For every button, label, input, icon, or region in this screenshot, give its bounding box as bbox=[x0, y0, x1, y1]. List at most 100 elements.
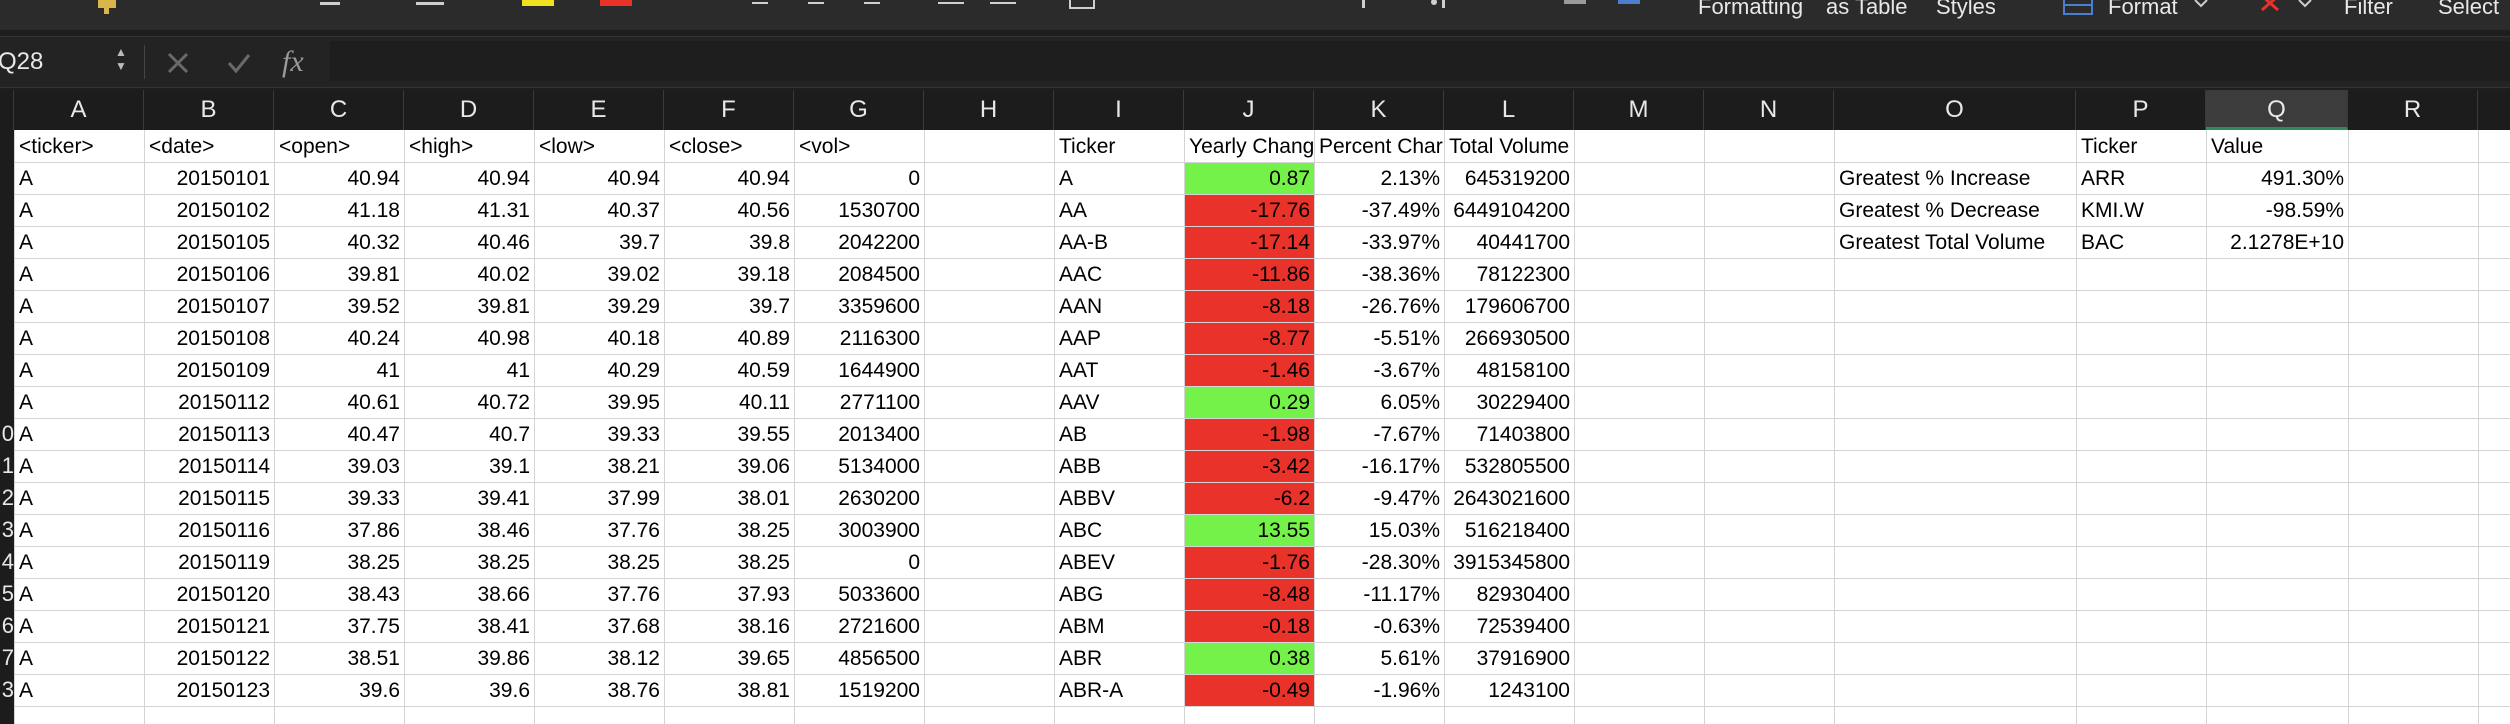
raw-data-cell[interactable]: 38.12 bbox=[607, 647, 660, 670]
raw-data-cell[interactable]: 39.55 bbox=[737, 423, 790, 446]
raw-data-cell[interactable]: 37.75 bbox=[347, 615, 400, 638]
yearly-change-cell[interactable]: 0.38 bbox=[1185, 643, 1314, 674]
summary-ticker-cell[interactable]: AAP bbox=[1059, 327, 1102, 350]
chevron-down-icon[interactable] bbox=[2296, 0, 2314, 12]
raw-data-cell[interactable]: A bbox=[19, 615, 34, 638]
raw-data-cell[interactable]: A bbox=[19, 167, 34, 190]
row-header[interactable]: 3 bbox=[1, 517, 14, 542]
raw-data-cell[interactable]: 40.02 bbox=[477, 263, 530, 286]
border-icon[interactable] bbox=[414, 0, 448, 14]
yearly-change-cell[interactable]: -1.76 bbox=[1185, 547, 1314, 578]
yearly-change-cell[interactable]: -3.42 bbox=[1185, 451, 1314, 482]
raw-data-cell[interactable]: A bbox=[19, 295, 34, 318]
raw-data-cell[interactable]: 39.81 bbox=[347, 263, 400, 286]
yearly-change-cell[interactable]: -0.49 bbox=[1185, 675, 1314, 706]
percent-change-cell[interactable]: 15.03% bbox=[1368, 519, 1440, 542]
total-volume-cell[interactable]: 645319200 bbox=[1464, 167, 1570, 190]
greatest-header-cell[interactable]: Value bbox=[2211, 135, 2264, 158]
raw-data-cell[interactable]: 39.6 bbox=[359, 679, 400, 702]
raw-data-cell[interactable]: 40.11 bbox=[739, 391, 790, 414]
raw-header-cell[interactable]: <close> bbox=[669, 135, 743, 158]
column-header-b[interactable]: B bbox=[144, 90, 274, 130]
greatest-ticker-cell[interactable]: ARR bbox=[2081, 167, 2126, 190]
raw-data-cell[interactable]: 38.25 bbox=[737, 519, 790, 542]
yearly-change-cell[interactable]: -8.77 bbox=[1185, 323, 1314, 354]
column-header-r[interactable]: R bbox=[2348, 90, 2478, 130]
raw-data-cell[interactable]: A bbox=[19, 263, 34, 286]
percent-change-cell[interactable]: 5.61% bbox=[1380, 647, 1440, 670]
raw-data-cell[interactable]: 40.24 bbox=[347, 327, 400, 350]
row-header[interactable]: 6 bbox=[1, 613, 14, 638]
column-header-p[interactable]: P bbox=[2076, 90, 2206, 130]
row-header[interactable] bbox=[0, 354, 14, 386]
raw-data-cell[interactable]: 37.93 bbox=[737, 583, 790, 606]
raw-data-cell[interactable]: 38.25 bbox=[737, 551, 790, 574]
row-header[interactable] bbox=[0, 290, 14, 322]
currency-icon[interactable] bbox=[1352, 0, 1378, 14]
raw-data-cell[interactable]: 39.06 bbox=[737, 455, 790, 478]
summary-ticker-cell[interactable]: AAT bbox=[1059, 359, 1099, 382]
raw-data-cell[interactable]: 39.6 bbox=[489, 679, 530, 702]
percent-change-cell[interactable]: -38.36% bbox=[1361, 263, 1440, 286]
greatest-label-cell[interactable]: Greatest % Increase bbox=[1839, 167, 2031, 190]
column-header-h[interactable]: H bbox=[924, 90, 1054, 130]
yearly-change-cell[interactable]: 0.87 bbox=[1185, 163, 1314, 194]
raw-header-cell[interactable]: <low> bbox=[539, 135, 596, 158]
raw-data-cell[interactable]: 40.94 bbox=[347, 167, 400, 190]
raw-data-cell[interactable]: 20150108 bbox=[176, 327, 270, 350]
total-volume-cell[interactable]: 532805500 bbox=[1464, 455, 1570, 478]
raw-data-cell[interactable]: 4856500 bbox=[838, 647, 920, 670]
raw-data-cell[interactable]: 38.51 bbox=[347, 647, 400, 670]
format-button[interactable]: Format bbox=[2108, 0, 2178, 19]
summary-ticker-cell[interactable]: ABG bbox=[1059, 583, 1104, 606]
raw-data-cell[interactable]: 20150101 bbox=[176, 167, 270, 190]
yearly-change-cell[interactable]: -17.76 bbox=[1185, 195, 1314, 226]
raw-data-cell[interactable]: 39.65 bbox=[737, 647, 790, 670]
raw-data-cell[interactable]: A bbox=[19, 647, 34, 670]
raw-data-cell[interactable]: 2042200 bbox=[838, 231, 920, 254]
yearly-change-cell[interactable]: -1.98 bbox=[1185, 419, 1314, 450]
raw-data-cell[interactable]: A bbox=[19, 327, 34, 350]
summary-header-cell[interactable]: Yearly Chang bbox=[1189, 135, 1314, 158]
summary-ticker-cell[interactable]: ABC bbox=[1059, 519, 1103, 542]
raw-data-cell[interactable]: 39.1 bbox=[489, 455, 530, 478]
raw-data-cell[interactable]: 39.03 bbox=[347, 455, 400, 478]
summary-header-cell[interactable]: Ticker bbox=[1059, 135, 1116, 158]
column-header-q[interactable]: Q bbox=[2206, 90, 2348, 130]
total-volume-cell[interactable]: 1243100 bbox=[1488, 679, 1570, 702]
raw-data-cell[interactable]: A bbox=[19, 359, 34, 382]
raw-data-cell[interactable]: 20150114 bbox=[178, 455, 270, 478]
raw-data-cell[interactable]: 20150112 bbox=[178, 391, 270, 414]
raw-data-cell[interactable]: 39.52 bbox=[347, 295, 400, 318]
column-header-f[interactable]: F bbox=[664, 90, 794, 130]
total-volume-cell[interactable]: 78122300 bbox=[1476, 263, 1570, 286]
raw-data-cell[interactable]: 40.61 bbox=[347, 391, 400, 414]
column-header-c[interactable]: C bbox=[274, 90, 404, 130]
percent-icon[interactable] bbox=[1428, 0, 1458, 14]
raw-data-cell[interactable]: 20150121 bbox=[176, 615, 270, 638]
percent-change-cell[interactable]: -5.51% bbox=[1373, 327, 1440, 350]
total-volume-cell[interactable]: 3915345800 bbox=[1453, 551, 1570, 574]
merge-icon[interactable] bbox=[1068, 0, 1098, 14]
row-header[interactable] bbox=[0, 706, 14, 724]
formula-input[interactable] bbox=[330, 41, 2510, 81]
raw-data-cell[interactable]: A bbox=[19, 487, 34, 510]
row-header[interactable] bbox=[0, 258, 14, 290]
raw-data-cell[interactable]: 37.99 bbox=[607, 487, 660, 510]
row-header[interactable]: 3 bbox=[1, 677, 14, 702]
raw-data-cell[interactable]: 41 bbox=[506, 359, 530, 382]
raw-data-cell[interactable]: 39.7 bbox=[619, 231, 660, 254]
align-left-icon[interactable] bbox=[750, 0, 772, 14]
enter-check-icon[interactable] bbox=[226, 51, 252, 101]
row-header[interactable] bbox=[0, 386, 14, 418]
percent-change-cell[interactable]: -37.49% bbox=[1361, 199, 1440, 222]
raw-data-cell[interactable]: 40.7 bbox=[489, 423, 530, 446]
format-cells-icon[interactable] bbox=[2062, 0, 2096, 18]
indent-icon[interactable] bbox=[936, 0, 966, 14]
raw-data-cell[interactable]: 38.43 bbox=[347, 583, 400, 606]
raw-header-cell[interactable]: <high> bbox=[409, 135, 474, 158]
row-header[interactable]: 1 bbox=[1, 453, 14, 478]
align-center-icon[interactable] bbox=[806, 0, 828, 14]
summary-ticker-cell[interactable]: AAN bbox=[1059, 295, 1103, 318]
